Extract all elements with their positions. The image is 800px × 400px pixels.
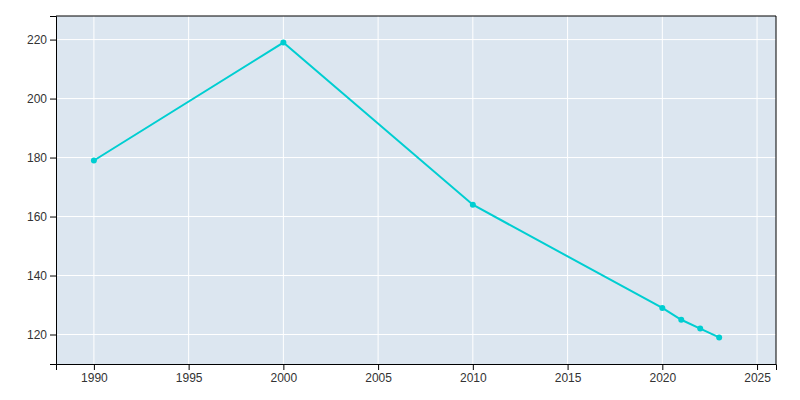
point	[716, 334, 722, 340]
tick-mark	[757, 364, 758, 370]
tick-label: 140	[27, 269, 47, 283]
tick-mark	[94, 364, 95, 370]
grid-line-x	[567, 16, 568, 364]
plot: 1990 1995 2000 2005 2010 2015 2020 2025 120 140 16…	[27, 16, 777, 385]
tick-label: 2015	[555, 371, 582, 385]
tick-label: 220	[27, 33, 47, 47]
tick-label: 1990	[81, 371, 108, 385]
tick-label: 160	[27, 210, 47, 224]
tick: 2025	[744, 364, 771, 385]
grid-line-x	[757, 16, 758, 364]
tick-label: 1995	[176, 371, 203, 385]
tick: 180	[27, 151, 56, 165]
frame-right	[776, 16, 777, 364]
tick: 1990	[81, 364, 108, 385]
axis-line	[57, 365, 777, 371]
frame-top	[56, 16, 776, 17]
tick-label: 2010	[460, 371, 487, 385]
tick-mark	[50, 40, 56, 41]
grid-line-x	[378, 16, 379, 364]
tick-label: 200	[27, 92, 47, 106]
tick-label: 2005	[365, 371, 392, 385]
grid-line-y	[56, 39, 776, 40]
tick-mark	[50, 158, 56, 159]
grid-line-x	[472, 16, 473, 364]
grid	[56, 16, 776, 364]
tick-label: 2000	[271, 371, 298, 385]
tick-mark	[568, 364, 569, 370]
tick-mark	[50, 335, 56, 336]
line	[94, 43, 719, 338]
tick: 1995	[176, 364, 203, 385]
tick: 120	[27, 328, 56, 342]
tick-label: 2025	[744, 371, 771, 385]
x-axis: 1990 1995 2000 2005 2010 2015 2020 2025	[57, 364, 777, 385]
tick-mark	[378, 364, 379, 370]
tick-label: 180	[27, 151, 47, 165]
point	[678, 317, 684, 323]
point	[659, 305, 665, 311]
grid-line-x	[662, 16, 663, 364]
point	[280, 40, 286, 46]
tick: 160	[27, 210, 56, 224]
tick-label: 2020	[649, 371, 676, 385]
tick: 2000	[271, 364, 298, 385]
grid-line-y	[56, 334, 776, 335]
point	[470, 202, 476, 208]
tick-label: 120	[27, 328, 47, 342]
y-axis: 120 140 160 180 200 220	[27, 17, 57, 365]
point	[697, 326, 703, 332]
axis-line	[50, 17, 57, 365]
grid-line-y	[56, 98, 776, 99]
tick-mark	[50, 276, 56, 277]
tick-mark	[189, 364, 190, 370]
tick: 2010	[460, 364, 487, 385]
grid-line-y	[56, 216, 776, 217]
tick: 2005	[365, 364, 392, 385]
grid-line-x	[188, 16, 189, 364]
tick-mark	[50, 99, 56, 100]
plot-background	[56, 16, 776, 364]
tick-mark	[473, 364, 474, 370]
tick: 140	[27, 269, 56, 283]
tick-mark	[50, 217, 56, 218]
tick: 200	[27, 92, 56, 106]
tick-mark	[283, 364, 284, 370]
chart: 1990 1995 2000 2005 2010 2015 2020 2025 120 140 16…	[0, 0, 800, 400]
point	[91, 158, 97, 164]
series	[91, 40, 722, 341]
tick: 2015	[555, 364, 582, 385]
tick-mark	[662, 364, 663, 370]
grid-line-y	[56, 275, 776, 276]
grid-line-x	[93, 16, 94, 364]
tick: 2020	[649, 364, 676, 385]
tick: 220	[27, 33, 56, 47]
grid-line-x	[283, 16, 284, 364]
